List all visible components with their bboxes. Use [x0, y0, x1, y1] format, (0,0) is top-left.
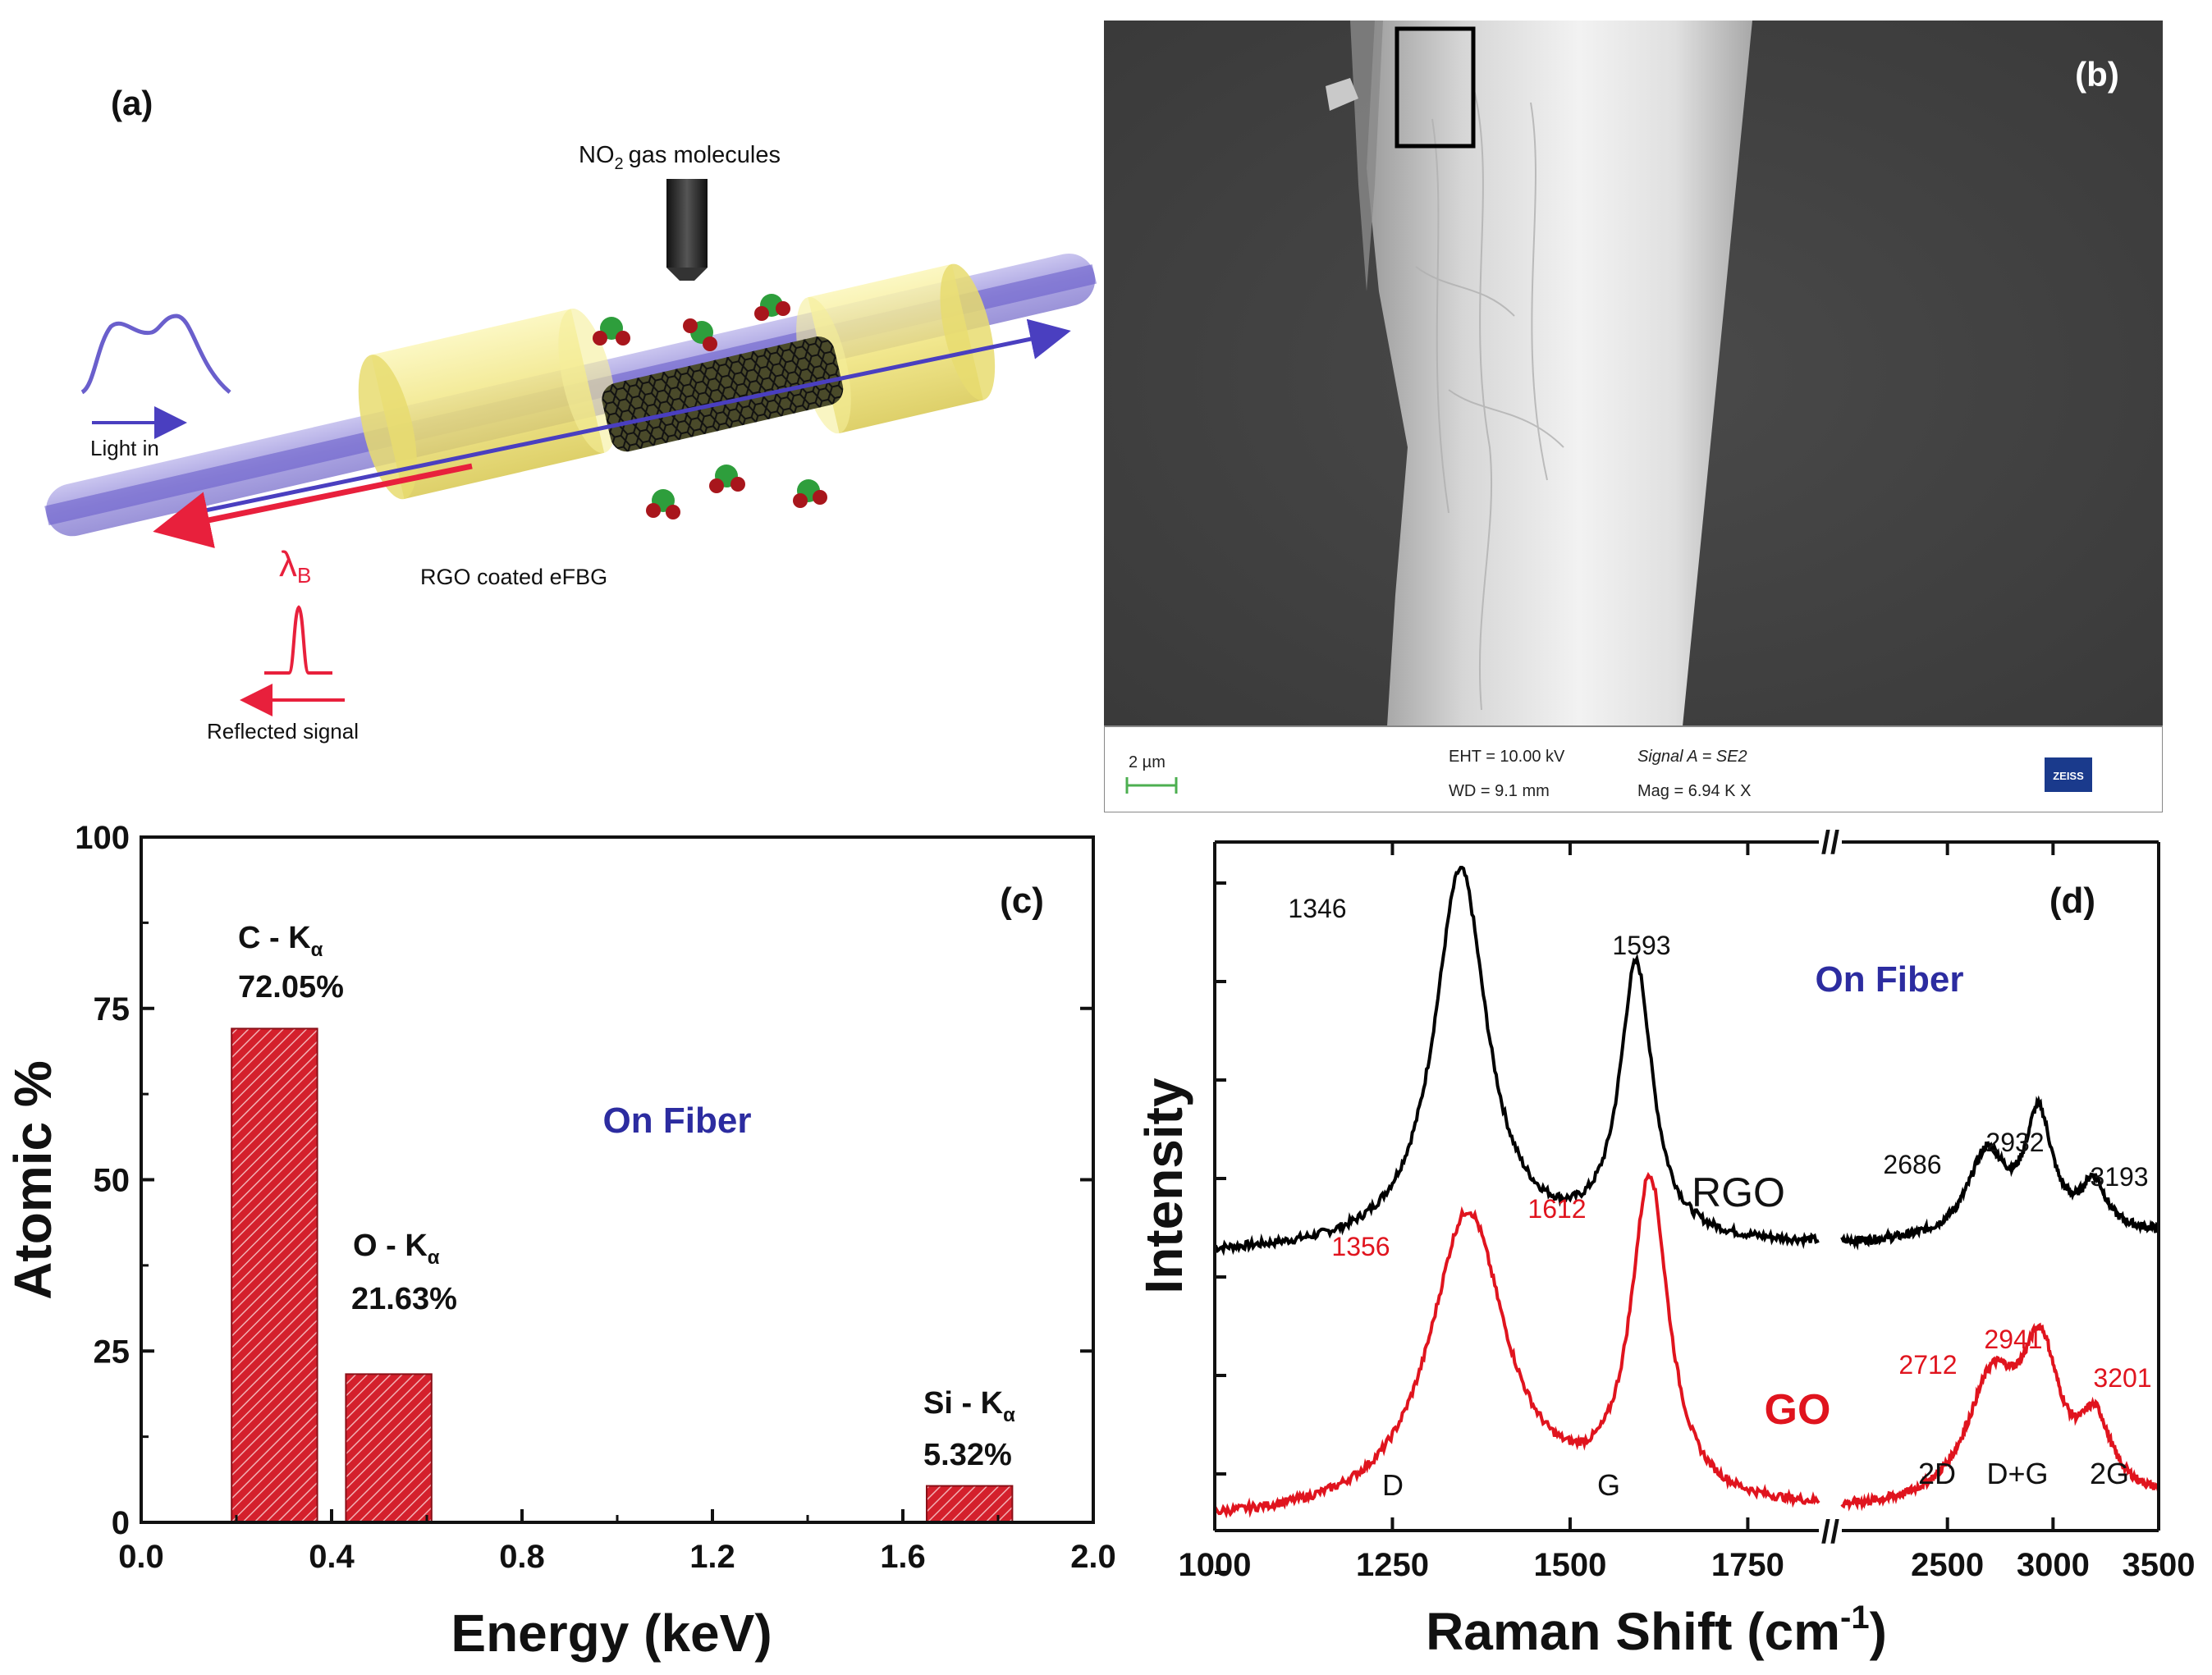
reflected-signal-label: Reflected signal	[207, 719, 359, 744]
schematic-svg: (a) NO2 gas molecules L	[44, 84, 1097, 744]
input-spectrum	[80, 313, 231, 395]
eds-bar-1	[345, 1373, 433, 1524]
band-2g: 2G	[2090, 1457, 2129, 1490]
axis-break-bottom: //	[1821, 1514, 1839, 1550]
scale-label: 2 µm	[1129, 753, 1166, 771]
light-in-label: Light in	[90, 436, 159, 460]
reflected-peak	[264, 605, 332, 675]
schematic-panel: (a) NO2 gas molecules L	[0, 0, 1100, 812]
raman-rgo-line-seg1	[1840, 1095, 2160, 1251]
mag-label: Mag = 6.94 K X	[1637, 782, 1751, 800]
raman-xtick-label: 3500	[2123, 1547, 2196, 1583]
eds-xtick-label: 2.0	[1070, 1539, 1116, 1575]
rgo-peak-2686: 2686	[1883, 1150, 1941, 1179]
si-ka-value: 5.32%	[923, 1438, 1012, 1472]
go-peak-2712: 2712	[1898, 1350, 1957, 1380]
eds-bar-0	[231, 1027, 318, 1523]
eds-xtick-label: 0.0	[118, 1539, 164, 1575]
raman-chart: 1000 1250 1500 1750 2500 3000 3500 // // (d) O…	[1134, 825, 2196, 1661]
reflected-arrow	[153, 463, 473, 549]
raman-xtick-label: 1500	[1533, 1547, 1606, 1583]
wrinkles	[1415, 85, 1564, 711]
no2-molecules	[593, 294, 827, 519]
raman-go-line-seg0	[1213, 1171, 1820, 1519]
raman-go-line-seg1	[1840, 1322, 2160, 1512]
go-peak-3201: 3201	[2093, 1363, 2151, 1393]
go-peak-1356: 1356	[1331, 1232, 1390, 1261]
rgo-coating	[602, 336, 844, 452]
eds-ytick-label: 0	[112, 1505, 130, 1541]
band-g: G	[1597, 1468, 1620, 1502]
eds-ytick-label: 50	[94, 1163, 131, 1199]
sem-panel: (b) 2 µm EHT = 10.00 kV WD = 9.1 mm Sign…	[1103, 21, 2164, 813]
raman-x-label: Raman Shift (cm-1)	[1426, 1599, 1887, 1661]
eds-bar-2	[926, 1485, 1014, 1524]
light-forward-arrow	[204, 318, 1071, 513]
sem-info-bar	[1103, 725, 2164, 813]
cladding-right	[796, 263, 996, 434]
band-dg: D+G	[1986, 1457, 2048, 1490]
band-2d: 2D	[1918, 1457, 1956, 1490]
svg-text://: //	[1821, 1514, 1839, 1550]
sem-svg: (b) 2 µm EHT = 10.00 kV WD = 9.1 mm Sign…	[1103, 21, 2164, 813]
eds-x-label: Energy (keV)	[451, 1604, 772, 1663]
eds-annotation: On Fiber	[603, 1101, 752, 1141]
band-d: D	[1382, 1468, 1404, 1502]
cladding-left	[358, 309, 617, 500]
raman-xtick-label: 1000	[1179, 1547, 1252, 1583]
eds-ytick-label: 75	[94, 991, 131, 1027]
gas-label: NO2 gas molecules	[579, 142, 781, 173]
eds-y-label: Atomic %	[3, 1060, 62, 1300]
raman-panel: 1000 1250 1500 1750 2500 3000 3500 // // (d) O…	[1116, 812, 2212, 1671]
rgo-peak-1346: 1346	[1288, 894, 1346, 923]
eds-xtick-label: 0.8	[499, 1539, 545, 1575]
c-ka-label: C - Kα	[238, 921, 323, 961]
go-peak-1612: 1612	[1527, 1194, 1586, 1224]
zeiss-logo-text: ZEISS	[2053, 770, 2084, 782]
eds-xtick-label: 0.4	[309, 1539, 355, 1575]
scale-bar	[1125, 777, 1178, 794]
raman-rgo-line-seg0	[1214, 866, 1820, 1256]
si-ka-label: Si - Kα	[923, 1386, 1015, 1426]
raman-y-label: Intensity	[1134, 1078, 1193, 1294]
eds-xtick-label: 1.2	[689, 1539, 735, 1575]
panel-d-label: (d)	[2049, 881, 2095, 921]
o-ka-label: O - Kα	[353, 1229, 440, 1269]
device-label: RGO coated eFBG	[420, 565, 607, 589]
panel-a-label: (a)	[111, 84, 153, 122]
raman-annotation: On Fiber	[1816, 959, 1964, 1000]
rgo-peak-3193: 3193	[2090, 1162, 2148, 1192]
sem-fiber	[1367, 21, 1752, 726]
raman-xtick-label: 1250	[1356, 1547, 1429, 1583]
rgo-peak-2932: 2932	[1985, 1128, 2044, 1157]
raman-xtick-label: 3000	[2017, 1547, 2090, 1583]
rgo-series-label: RGO	[1692, 1169, 1785, 1215]
eds-ytick-label: 100	[75, 820, 130, 856]
svg-text://: //	[1821, 825, 1839, 861]
raman-xtick-label: 2500	[1911, 1547, 1984, 1583]
rgo-peak-1593: 1593	[1612, 931, 1670, 960]
lambda-b-label: λB	[279, 544, 311, 588]
zoom-box	[1395, 26, 1476, 149]
o-ka-value: 21.63%	[351, 1282, 457, 1316]
coating-flake	[1326, 78, 1358, 111]
eds-panel: 0.0 0.4 0.8 1.2 1.6 2.0 0 25 50 75 100 (c) On Fibe…	[0, 812, 1116, 1671]
signal-label: Signal A = SE2	[1637, 748, 1747, 766]
go-peak-2941: 2941	[1984, 1325, 2042, 1354]
gas-nozzle	[666, 179, 708, 281]
eds-xtick-label: 1.6	[880, 1539, 926, 1575]
eds-ytick-label: 25	[94, 1334, 131, 1370]
c-ka-value: 72.05%	[238, 970, 344, 1005]
eds-chart: 0.0 0.4 0.8 1.2 1.6 2.0 0 25 50 75 100 (c) On Fibe…	[3, 820, 1116, 1663]
go-series-label: GO	[1765, 1386, 1831, 1434]
raman-xtick-label: 1750	[1711, 1547, 1784, 1583]
axis-break-top: //	[1821, 825, 1839, 861]
panel-b-label: (b)	[2075, 55, 2119, 94]
wd-label: WD = 9.1 mm	[1449, 782, 1550, 800]
panel-c-label: (c)	[1000, 881, 1044, 921]
raman-plot-frame	[1213, 840, 2160, 1532]
zeiss-logo	[2045, 757, 2092, 792]
eht-label: EHT = 10.00 kV	[1449, 748, 1565, 766]
